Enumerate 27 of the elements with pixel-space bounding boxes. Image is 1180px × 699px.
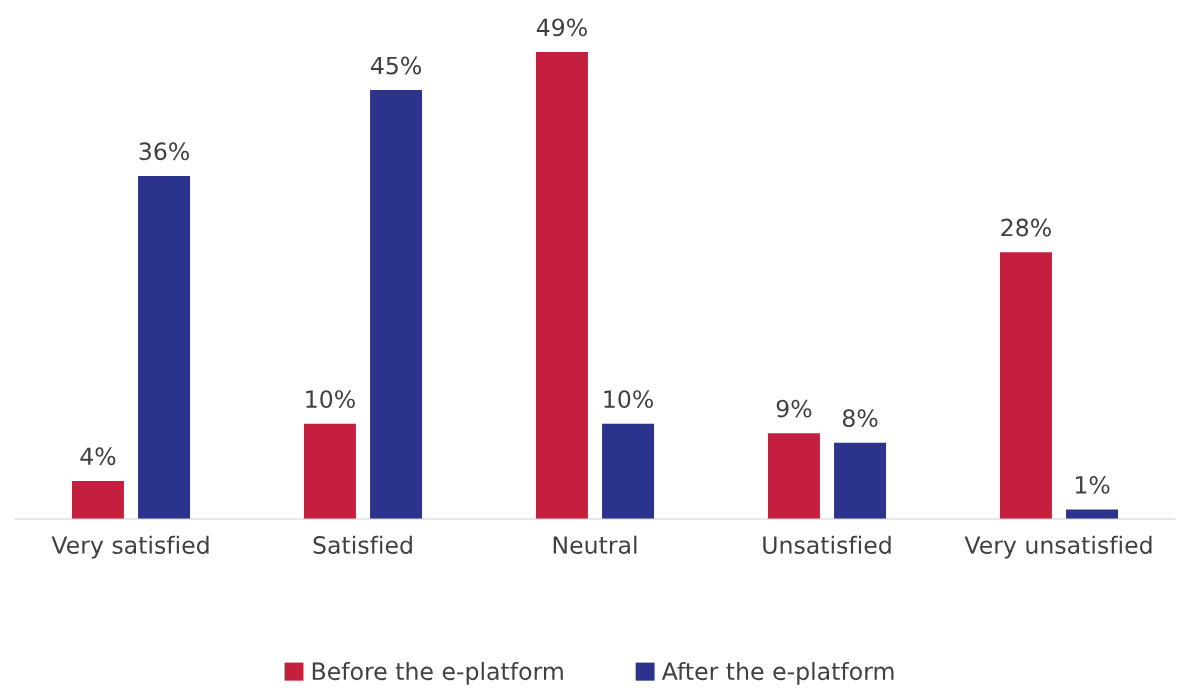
data-label: 4% [80,447,116,466]
data-label: 36% [139,142,189,161]
bar [1066,509,1119,519]
bar [602,423,655,519]
x-tick-label: Satisfied [313,535,412,554]
data-label: 45% [370,56,421,75]
data-label: 1% [1075,475,1110,494]
data-label: 10% [306,390,355,409]
x-tick-label: Neutral [553,535,637,554]
bar [370,90,423,519]
data-label: 10% [604,390,653,409]
bar [71,480,124,519]
bar [767,433,820,519]
bar [999,252,1052,519]
bar [138,175,191,519]
bar [834,442,887,519]
data-label: 8% [842,409,878,428]
x-tick-label: Very unsatisfied [964,535,1152,559]
bar [303,423,356,519]
data-label: 49% [536,18,587,37]
data-label: 9% [776,399,812,418]
bar [535,52,588,519]
x-tick-label: Very satisfied [51,535,209,559]
x-tick-label: Unsatisfied [763,535,891,554]
data-label: 28% [1001,218,1051,237]
legend-label: After the e-platform [661,661,894,685]
legend-label: Before the e-platform [312,661,563,685]
